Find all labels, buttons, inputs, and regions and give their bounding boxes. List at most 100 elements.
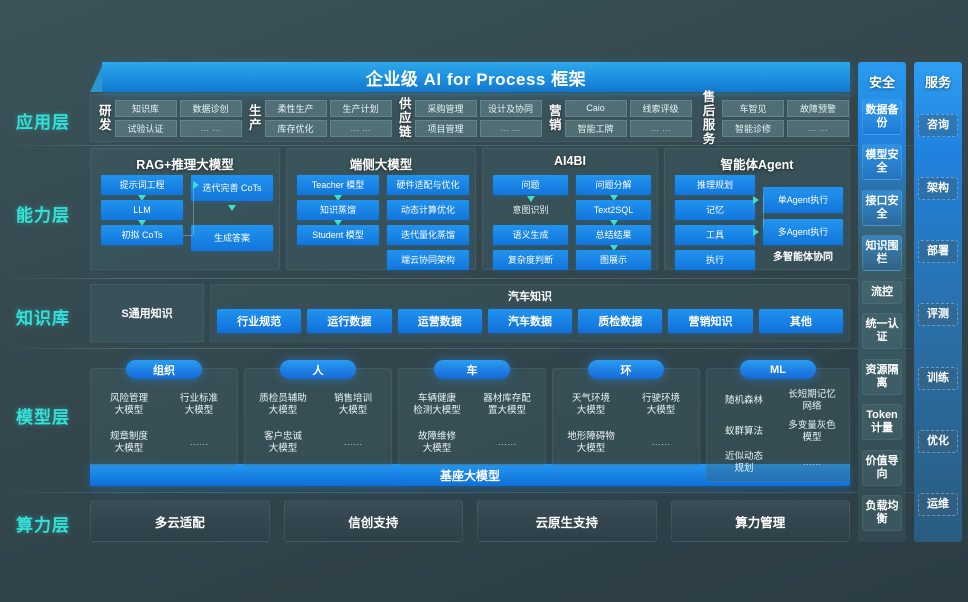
- security-item[interactable]: Token计量: [862, 404, 902, 441]
- model-item[interactable]: 车辆健康 检测大模型: [413, 393, 461, 416]
- model-card[interactable]: 人质检员辅助 大模型 销售培训 大模型 客户忠诚 大模型 ……: [244, 360, 392, 466]
- capability-node[interactable]: 问题: [493, 175, 568, 195]
- model-item[interactable]: 器材库存配 置大模型: [483, 393, 531, 416]
- application-item-chip[interactable]: 车智见: [722, 99, 784, 117]
- security-item[interactable]: 负载均衡: [862, 495, 902, 532]
- application-item-chip[interactable]: 柔性生产: [264, 99, 327, 117]
- application-item-chip[interactable]: 智能工牌: [564, 119, 627, 137]
- model-item[interactable]: 蚁群算法: [724, 425, 763, 437]
- application-group[interactable]: 售后服务 车智见 智能诊修 故障预警 … …: [691, 90, 851, 146]
- knowledge-chip[interactable]: 运行数据: [307, 309, 392, 333]
- capability-card[interactable]: 智能体Agent 推理规划 记忆 工具 执行 单Agent执行 多Agent执行 多智能体协同: [664, 148, 850, 270]
- model-item[interactable]: 销售培训 大模型: [333, 393, 372, 416]
- model-item[interactable]: 随机森林: [724, 395, 763, 407]
- model-item[interactable]: ……: [651, 437, 671, 448]
- knowledge-chip[interactable]: 汽车数据: [487, 309, 573, 333]
- capability-node[interactable]: 语义生成: [493, 225, 568, 245]
- service-item[interactable]: 训练: [918, 366, 958, 390]
- compute-chip[interactable]: 云原生支持: [477, 500, 657, 542]
- security-item[interactable]: 模型安全: [862, 144, 902, 181]
- model-item[interactable]: 客户忠诚 大模型: [263, 431, 302, 454]
- model-card[interactable]: ML 随机森林 长短期记忆 网络 蚁群算法 多变量灰色 模型 近似动态 规划 ……: [706, 360, 850, 482]
- model-item[interactable]: 多变量灰色 模型: [788, 419, 836, 443]
- knowledge-chip[interactable]: 运营数据: [397, 309, 482, 333]
- application-item-chip[interactable]: 生产计划: [329, 99, 392, 117]
- model-card[interactable]: 环天气环境 大模型 行驶环境 大模型 地形障碍物 大模型 ……: [552, 360, 700, 466]
- security-item[interactable]: 数据备份: [862, 98, 902, 135]
- security-item[interactable]: 流控: [862, 280, 902, 304]
- knowledge-chip[interactable]: 行业规范: [217, 309, 302, 333]
- capability-node[interactable]: Text2SQL: [576, 200, 651, 220]
- application-item-chip[interactable]: 设计及协同: [479, 99, 542, 117]
- compute-chip[interactable]: 信创支持: [283, 500, 463, 542]
- capability-card[interactable]: 端侧大模型 Teacher 模型 知识蒸馏 Student 模型 硬件适配与优化 动态计算…: [286, 148, 476, 270]
- capability-node[interactable]: 执行: [675, 250, 755, 270]
- application-item-chip[interactable]: 库存优化: [264, 119, 327, 137]
- security-item[interactable]: 统一认证: [862, 313, 902, 350]
- capability-card[interactable]: AI4BI 问题 意图识别 语义生成 复杂度判断 问题分解 Text2SQL 总结结果 图展示: [482, 148, 658, 270]
- application-item-chip[interactable]: 数据诊创: [179, 99, 242, 117]
- application-item-chip[interactable]: 试验认证: [114, 119, 177, 137]
- model-item[interactable]: 行业标准 大模型: [179, 393, 218, 416]
- application-group[interactable]: 供应链 采购管理 项目管理 设计及协同 … …: [391, 96, 542, 140]
- application-item-chip[interactable]: 智能诊修: [722, 119, 784, 137]
- service-item[interactable]: 咨询: [918, 114, 958, 138]
- capability-node[interactable]: Teacher 模型: [297, 175, 379, 195]
- model-item[interactable]: ……: [343, 437, 363, 448]
- application-item-chip[interactable]: … …: [179, 119, 242, 137]
- capability-node[interactable]: 硬件适配与优化: [387, 175, 469, 195]
- model-item[interactable]: ……: [189, 437, 209, 448]
- security-item[interactable]: 资源隔离: [862, 358, 902, 395]
- application-item-chip[interactable]: 知识库: [114, 99, 177, 117]
- model-item[interactable]: ……: [802, 456, 822, 468]
- model-card[interactable]: 组织 风险管理 大模型 行业标准 大模型 规章制度 大模型 ……: [90, 360, 238, 466]
- capability-node[interactable]: 生成答案: [191, 225, 273, 251]
- capability-node[interactable]: 工具: [675, 225, 755, 245]
- application-item-chip[interactable]: … …: [479, 119, 542, 137]
- capability-node[interactable]: 推理规划: [675, 175, 755, 195]
- compute-chip[interactable]: 多云适配: [90, 500, 270, 542]
- application-group[interactable]: 营销 Caio 智能工牌 线索评级 … …: [541, 96, 692, 140]
- knowledge-chip[interactable]: 其他: [758, 309, 843, 333]
- model-item[interactable]: 质检员辅助 大模型: [259, 393, 307, 416]
- application-item-chip[interactable]: 采购管理: [414, 99, 477, 117]
- security-item[interactable]: 接口安全: [862, 189, 902, 226]
- model-item[interactable]: 天气环境 大模型: [571, 393, 610, 416]
- capability-node[interactable]: 多Agent执行: [763, 219, 843, 245]
- capability-node[interactable]: LLM: [101, 200, 183, 220]
- capability-node[interactable]: 总结结果: [576, 225, 651, 245]
- capability-node[interactable]: 图展示: [576, 250, 651, 270]
- compute-chip[interactable]: 算力管理: [670, 500, 850, 542]
- service-item[interactable]: 优化: [918, 429, 958, 453]
- application-item-chip[interactable]: Caio: [564, 99, 627, 117]
- application-item-chip[interactable]: 项目管理: [414, 119, 477, 137]
- model-item[interactable]: 行驶环境 大模型: [641, 393, 680, 416]
- model-item[interactable]: 故障维修 大模型: [417, 431, 456, 454]
- capability-node[interactable]: 复杂度判断: [493, 250, 568, 270]
- capability-node[interactable]: 迭代量化蒸馏: [387, 225, 469, 245]
- application-group[interactable]: 生产 柔性生产 库存优化 生产计划 … …: [241, 96, 392, 140]
- capability-node[interactable]: 迭代完善 CoTs: [191, 175, 273, 201]
- service-item[interactable]: 部署: [918, 240, 958, 264]
- knowledge-chip[interactable]: 质检数据: [578, 309, 663, 333]
- capability-node[interactable]: 端云协同架构: [387, 250, 469, 270]
- application-item-chip[interactable]: … …: [787, 119, 849, 137]
- capability-node[interactable]: 问题分解: [576, 175, 651, 195]
- model-item[interactable]: 近似动态 规划: [724, 450, 763, 474]
- capability-node[interactable]: Student 模型: [297, 225, 379, 245]
- service-item[interactable]: 评测: [918, 303, 958, 327]
- application-group[interactable]: 研发 知识库 试验认证 数据诊创 … …: [91, 96, 242, 140]
- model-item[interactable]: 风险管理 大模型: [109, 393, 148, 416]
- model-card[interactable]: 车车辆健康 检测大模型 器材库存配 置大模型 故障维修 大模型 ……: [398, 360, 546, 466]
- capability-node[interactable]: 知识蒸馏: [297, 200, 379, 220]
- capability-card[interactable]: RAG+推理大模型 提示词工程 LLM 初拟 CoTs 迭代完善 CoTs 生成答案: [90, 148, 280, 270]
- capability-node[interactable]: 提示词工程: [101, 175, 183, 195]
- service-item[interactable]: 运维: [918, 492, 958, 516]
- service-item[interactable]: 架构: [918, 177, 958, 201]
- capability-node[interactable]: 记忆: [675, 200, 755, 220]
- capability-node[interactable]: 单Agent执行: [763, 187, 843, 213]
- model-item[interactable]: 长短期记忆 网络: [788, 389, 836, 413]
- knowledge-chip[interactable]: 营销知识: [668, 309, 753, 333]
- capability-node[interactable]: 动态计算优化: [387, 200, 469, 220]
- application-item-chip[interactable]: 线索评级: [629, 99, 692, 117]
